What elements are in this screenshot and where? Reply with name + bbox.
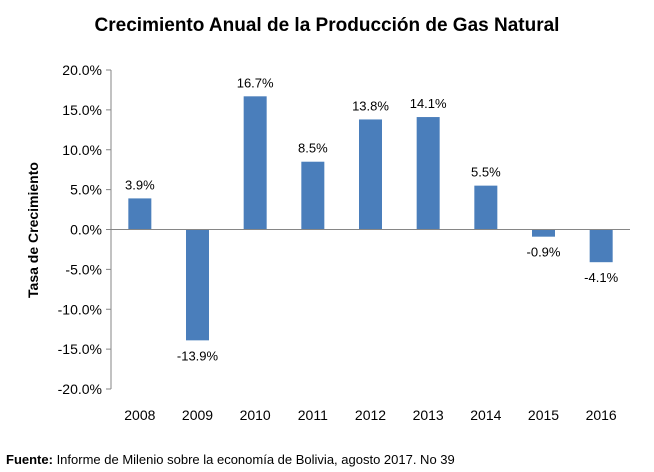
x-tick-label: 2009 bbox=[182, 407, 213, 423]
data-label-2010: 16.7% bbox=[237, 75, 274, 90]
x-tick-label: 2008 bbox=[124, 407, 155, 423]
x-tick-label: 2016 bbox=[586, 407, 617, 423]
data-labels: 3.9% -13.9% 16.7% 8.5% 13.8% 14.1% 5.5% -0.9% -4… bbox=[125, 75, 619, 363]
bar-2011 bbox=[301, 161, 325, 230]
bar-2013 bbox=[416, 117, 440, 230]
source-text: Informe de Milenio sobre la economía de … bbox=[52, 452, 455, 467]
y-tick-label: -10.0% bbox=[58, 301, 102, 317]
x-tick-label: 2010 bbox=[240, 407, 271, 423]
x-tick-label: 2013 bbox=[413, 407, 444, 423]
bar-2010 bbox=[243, 96, 267, 230]
y-tick-label: 5.0% bbox=[70, 182, 102, 198]
y-tick-label: 20.0% bbox=[62, 62, 102, 78]
bar-2014 bbox=[474, 185, 498, 230]
x-tick-label: 2011 bbox=[298, 407, 328, 423]
bars bbox=[128, 96, 613, 341]
data-label-2008: 3.9% bbox=[125, 177, 155, 192]
chart-title: Crecimiento Anual de la Producción de Ga… bbox=[95, 15, 560, 36]
data-label-2016: -4.1% bbox=[584, 270, 618, 285]
bar-2015 bbox=[532, 229, 555, 237]
data-label-2014: 5.5% bbox=[471, 165, 501, 180]
y-tick-label: 15.0% bbox=[62, 102, 102, 118]
data-label-2013: 14.1% bbox=[410, 96, 447, 111]
x-tick-label: 2015 bbox=[528, 407, 559, 423]
source-label: Fuente: bbox=[6, 452, 53, 467]
x-tick-label: 2014 bbox=[470, 407, 501, 423]
bar-2008 bbox=[128, 198, 152, 230]
bar-2016 bbox=[589, 229, 613, 263]
data-label-2012: 13.8% bbox=[352, 98, 389, 113]
y-axis-label: Tasa de Crecimiento bbox=[25, 162, 41, 298]
y-tick-label: 0.0% bbox=[70, 222, 102, 238]
bar-2009 bbox=[186, 229, 209, 341]
x-ticks: 2008 2009 2010 2011 2012 2013 2014 2015 2016 bbox=[124, 407, 617, 423]
y-tick-label: -5.0% bbox=[65, 261, 102, 277]
y-tick-label: -20.0% bbox=[58, 381, 102, 397]
data-label-2009: -13.9% bbox=[177, 348, 219, 363]
y-ticks: 20.0% 15.0% 10.0% 5.0% 0.0% -5.0% -10.0% -15.0%… bbox=[58, 62, 111, 397]
bar-2012 bbox=[359, 119, 382, 230]
y-tick-label: -15.0% bbox=[58, 341, 102, 357]
data-label-2011: 8.5% bbox=[298, 141, 328, 156]
source-note: Fuente: Informe de Milenio sobre la econ… bbox=[6, 452, 455, 467]
data-label-2015: -0.9% bbox=[527, 245, 561, 260]
x-tick-label: 2012 bbox=[355, 407, 386, 423]
y-tick-label: 10.0% bbox=[62, 142, 102, 158]
